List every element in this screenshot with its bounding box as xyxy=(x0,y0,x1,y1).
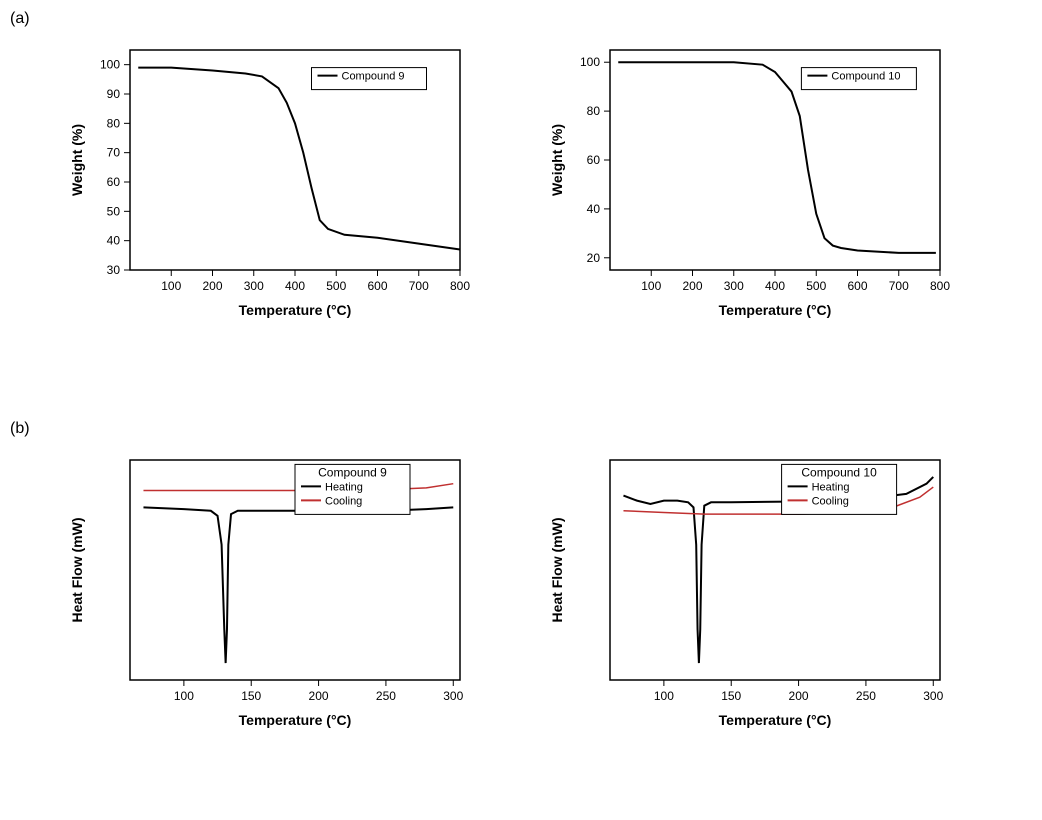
xtick-label: 200 xyxy=(789,689,809,703)
xtick-label: 150 xyxy=(721,689,741,703)
xtick-label: 600 xyxy=(847,279,867,293)
y-axis-label: Heat Flow (mW) xyxy=(69,518,85,623)
xtick-label: 300 xyxy=(244,279,264,293)
legend-title: Compound 9 xyxy=(318,465,387,479)
xtick-label: 700 xyxy=(409,279,429,293)
xtick-label: 500 xyxy=(326,279,346,293)
panel-label-a: (a) xyxy=(10,10,30,28)
legend-label: Compound 9 xyxy=(342,71,405,83)
legend-title: Compound 10 xyxy=(801,465,877,479)
ytick-label: 40 xyxy=(587,202,601,216)
ytick-label: 30 xyxy=(107,263,121,277)
ytick-label: 100 xyxy=(100,58,120,72)
x-axis-label: Temperature (°C) xyxy=(719,302,832,318)
ytick-label: 60 xyxy=(107,175,121,189)
legend-label: Cooling xyxy=(812,495,849,507)
ytick-label: 20 xyxy=(587,251,601,265)
y-axis-label: Heat Flow (mW) xyxy=(549,518,565,623)
chart-tga-compound-9: 100 200 300 400 500 600 700 800 30 40 50 60 70 80 90 10… xyxy=(60,30,480,330)
ytick-label: 50 xyxy=(107,204,121,218)
xtick-label: 500 xyxy=(806,279,826,293)
x-axis-label: Temperature (°C) xyxy=(719,712,832,728)
row-b: 100 150 200 250 300 Temperature (°C) Heat Flow… xyxy=(60,440,960,740)
chart-tga-compound-10: 100 200 300 400 500 600 700 800 20 40 60 80 100 Tempe… xyxy=(540,30,960,330)
chart-dsc-compound-10: 100 150 200 250 300 Temperature (°C) Heat Flow… xyxy=(540,440,960,740)
legend-label: Cooling xyxy=(325,495,362,507)
ytick-label: 60 xyxy=(587,153,601,167)
y-axis-label: Weight (%) xyxy=(549,124,565,196)
row-a: 100 200 300 400 500 600 700 800 30 40 50 60 70 80 90 10… xyxy=(60,30,960,330)
xtick-label: 200 xyxy=(309,689,329,703)
legend-label: Heating xyxy=(325,481,363,493)
ytick-label: 40 xyxy=(107,234,121,248)
xtick-label: 800 xyxy=(930,279,950,293)
legend-label: Heating xyxy=(812,481,850,493)
xtick-label: 700 xyxy=(889,279,909,293)
xtick-label: 300 xyxy=(923,689,943,703)
chart-dsc-compound-9: 100 150 200 250 300 Temperature (°C) Heat Flow… xyxy=(60,440,480,740)
xtick-label: 400 xyxy=(765,279,785,293)
xtick-label: 250 xyxy=(376,689,396,703)
xtick-label: 150 xyxy=(241,689,261,703)
legend-label: Compound 10 xyxy=(831,71,900,83)
ytick-label: 90 xyxy=(107,87,121,101)
xtick-label: 100 xyxy=(174,689,194,703)
xtick-label: 100 xyxy=(161,279,181,293)
xtick-label: 250 xyxy=(856,689,876,703)
xtick-label: 300 xyxy=(443,689,463,703)
xtick-label: 100 xyxy=(641,279,661,293)
ytick-label: 80 xyxy=(107,116,121,130)
xtick-label: 600 xyxy=(367,279,387,293)
ytick-label: 70 xyxy=(107,146,121,160)
x-axis-label: Temperature (°C) xyxy=(239,712,352,728)
panel-label-b: (b) xyxy=(10,420,30,438)
ytick-label: 80 xyxy=(587,104,601,118)
xtick-label: 200 xyxy=(202,279,222,293)
x-axis-label: Temperature (°C) xyxy=(239,302,352,318)
xtick-label: 100 xyxy=(654,689,674,703)
xtick-label: 400 xyxy=(285,279,305,293)
xtick-label: 300 xyxy=(724,279,744,293)
xtick-label: 800 xyxy=(450,279,470,293)
y-axis-label: Weight (%) xyxy=(69,124,85,196)
xtick-label: 200 xyxy=(682,279,702,293)
ytick-label: 100 xyxy=(580,55,600,69)
